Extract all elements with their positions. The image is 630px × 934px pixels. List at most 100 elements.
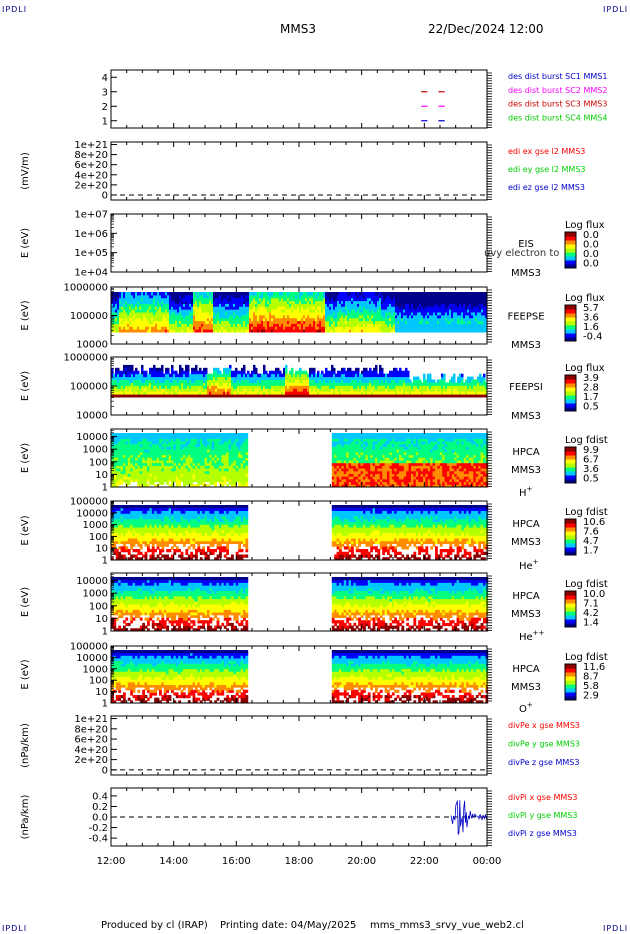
spectrogram-cell bbox=[389, 391, 392, 395]
spectrogram-cell bbox=[123, 391, 126, 395]
spectrogram-cell bbox=[373, 309, 376, 313]
spectrogram-cell bbox=[311, 303, 314, 307]
spectrogram-cell bbox=[393, 388, 396, 392]
spectrogram-cell bbox=[299, 326, 302, 330]
spectrogram-cell bbox=[403, 312, 406, 316]
spectrogram-cell bbox=[309, 367, 312, 372]
spectrogram-cell bbox=[151, 394, 154, 398]
spectrogram-cell bbox=[147, 320, 150, 324]
spectrogram-cell bbox=[345, 300, 348, 304]
spectrogram-cell bbox=[463, 326, 466, 330]
spectrogram-cell bbox=[421, 306, 424, 310]
spectrogram-cell bbox=[247, 294, 250, 299]
spectrogram-cell bbox=[327, 297, 330, 302]
spectrogram-cell bbox=[359, 306, 362, 310]
spectrogram-cell bbox=[111, 394, 114, 398]
spectrogram-cell bbox=[279, 300, 282, 304]
spectrogram-cell bbox=[125, 446, 129, 450]
spectrogram-cell bbox=[353, 292, 356, 296]
spectrogram-cell bbox=[249, 309, 252, 313]
spectrogram-cell bbox=[337, 314, 340, 319]
spectrogram-cell bbox=[317, 391, 320, 395]
spectrogram-cell bbox=[353, 297, 356, 302]
spectrogram-cell bbox=[199, 317, 202, 322]
spectrogram-cell bbox=[463, 309, 466, 313]
spectrogram-cell bbox=[267, 303, 270, 307]
spectrogram-cell bbox=[259, 323, 262, 327]
spectrogram-cell bbox=[351, 373, 354, 378]
spectrogram-cell bbox=[325, 388, 328, 392]
spectrogram-cell bbox=[209, 309, 212, 313]
spectrogram-cell bbox=[235, 320, 238, 324]
spectrogram-cell bbox=[249, 300, 252, 304]
spectrogram-cell bbox=[267, 379, 270, 383]
spectrogram-cell bbox=[171, 309, 174, 313]
spectrogram-cell bbox=[335, 297, 338, 302]
spectrogram-cell bbox=[129, 300, 132, 304]
spectrogram-cell bbox=[203, 314, 206, 319]
spectrogram-cell bbox=[121, 373, 124, 378]
spectrogram-cell bbox=[281, 306, 284, 310]
spectrogram-cell bbox=[123, 317, 126, 322]
spectrogram-cell bbox=[305, 312, 308, 316]
spectrogram-cell bbox=[313, 388, 316, 392]
spectrogram-cell bbox=[303, 388, 306, 392]
spectrogram-cell bbox=[369, 314, 372, 319]
spectrogram-cell bbox=[271, 379, 274, 383]
spectrogram-cell bbox=[365, 326, 368, 330]
spectrogram-cell bbox=[225, 385, 228, 389]
spectrogram-cell bbox=[193, 303, 196, 307]
spectrogram-cell bbox=[341, 314, 344, 319]
spectrogram-cell bbox=[209, 317, 212, 322]
spectrogram-cell bbox=[171, 388, 174, 392]
spectrogram-cell bbox=[395, 367, 398, 372]
spectrogram-cell bbox=[383, 292, 386, 296]
spectrogram-cell bbox=[217, 306, 220, 310]
spectrogram-cell bbox=[315, 329, 318, 333]
spectrogram-cell bbox=[295, 373, 298, 378]
spectrogram-cell bbox=[233, 323, 236, 327]
spectrogram-cell bbox=[343, 376, 346, 380]
spectrogram-cell bbox=[221, 382, 224, 386]
spectrogram-cell bbox=[285, 292, 288, 296]
spectrogram-cell bbox=[177, 294, 180, 299]
spectrogram-cell bbox=[409, 292, 412, 296]
spectrogram-cell bbox=[471, 394, 474, 398]
spectrogram-cell bbox=[191, 303, 194, 307]
spectrogram-cell bbox=[451, 382, 454, 386]
spectrogram-cell bbox=[473, 300, 476, 304]
spectrogram-cell bbox=[281, 303, 284, 307]
spectrogram-cell bbox=[317, 373, 320, 378]
spectrogram-cell bbox=[335, 394, 338, 398]
spectrogram-cell bbox=[137, 297, 140, 302]
spectrogram-cell bbox=[263, 391, 266, 395]
spectrogram-cell bbox=[223, 317, 226, 322]
spectrogram-cell bbox=[219, 376, 222, 380]
spectrogram-cell bbox=[161, 312, 164, 316]
spectrogram-cell bbox=[135, 376, 138, 380]
spectrogram-cell bbox=[373, 367, 376, 372]
spectrogram-cell bbox=[363, 385, 366, 389]
spectrogram-cell bbox=[347, 297, 350, 302]
spectrogram-cell bbox=[185, 382, 188, 386]
spectrogram-cell bbox=[437, 303, 440, 307]
spectrogram-cell bbox=[243, 314, 246, 319]
spectrogram-cell bbox=[373, 394, 376, 398]
spectrogram-cell bbox=[347, 320, 350, 324]
spectrogram-cell bbox=[297, 297, 300, 302]
spectrogram-cell bbox=[277, 385, 280, 389]
spectrogram-cell bbox=[229, 379, 232, 383]
spectrogram-cell bbox=[445, 303, 448, 307]
spectrogram-cell bbox=[405, 314, 408, 319]
spectrogram-cell bbox=[423, 329, 426, 333]
spectrogram-cell bbox=[231, 297, 234, 302]
spectrogram-cell bbox=[435, 323, 438, 327]
spectrogram-cell bbox=[159, 320, 162, 324]
spectrogram-cell bbox=[118, 468, 121, 472]
spectrogram-cell bbox=[161, 379, 164, 383]
spectrogram-cell bbox=[241, 367, 244, 372]
spectrogram-cell bbox=[483, 294, 486, 299]
spectrogram-cell bbox=[235, 379, 238, 383]
spectrogram-cell bbox=[357, 317, 360, 322]
